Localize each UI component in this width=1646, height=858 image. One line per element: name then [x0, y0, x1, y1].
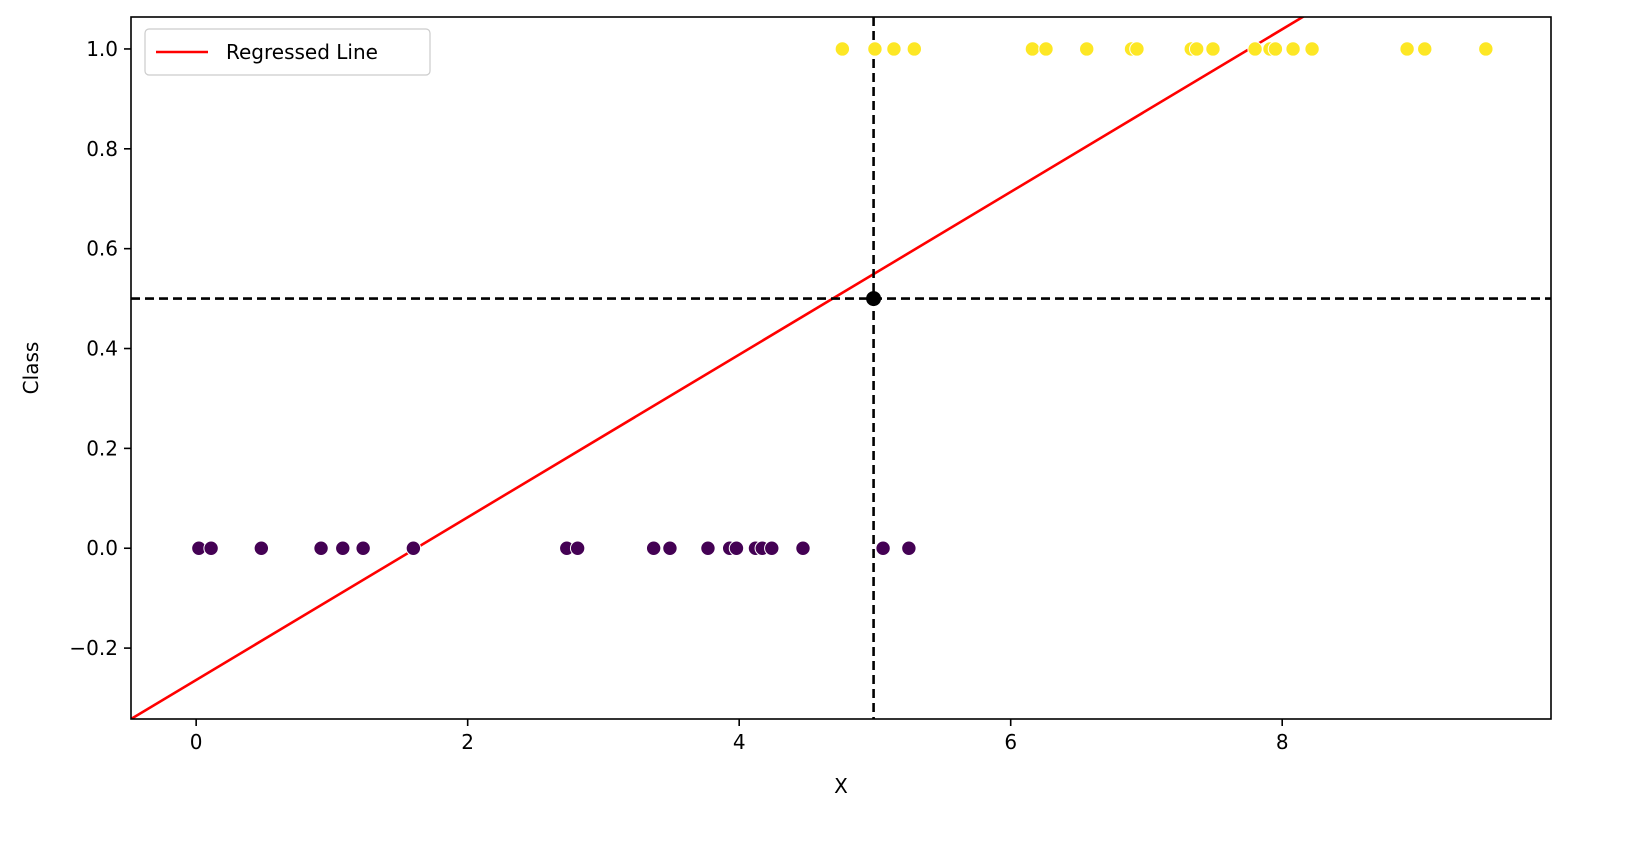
legend: Regressed Line — [144, 28, 431, 76]
x-axis: 0 2 4 6 8 — [190, 719, 1289, 754]
scatter-point-class-1 — [1038, 41, 1054, 57]
plot-frame — [130, 16, 1552, 720]
scatter-point-class-0 — [645, 540, 662, 556]
scatter-point-class-1 — [1304, 41, 1320, 57]
scatter-point-class-1 — [906, 41, 923, 57]
scatter-point-class-0 — [875, 540, 891, 556]
scatter-point-class-0 — [728, 540, 745, 556]
y-tick-label: 0.0 — [86, 536, 118, 560]
x-tick-label: 4 — [733, 730, 746, 754]
x-tick-label: 0 — [190, 730, 203, 754]
scatter-point-class-0 — [901, 540, 917, 556]
y-tick-label: −0.2 — [69, 636, 118, 660]
scatter-point-class-1 — [1478, 41, 1494, 57]
y-tick-label: 0.2 — [86, 436, 118, 460]
scatter-point-class-0 — [795, 540, 811, 556]
x-tick-label: 8 — [1276, 730, 1289, 754]
y-tick-label: 0.8 — [86, 137, 118, 161]
scatter-point-class-1 — [1129, 41, 1145, 57]
scatter-point-class-0 — [203, 540, 219, 556]
scatter-point-class-1 — [867, 41, 883, 57]
x-tick-label: 6 — [1004, 730, 1017, 754]
x-axis-label: X — [834, 774, 848, 798]
scatter-point-class-0 — [662, 540, 678, 556]
y-axis: −0.2 0.0 0.2 0.4 0.6 0.8 1.0 — [69, 37, 131, 660]
scatter-point-class-0 — [313, 540, 329, 556]
scatter-point-class-1 — [1024, 41, 1041, 57]
scatter-point-class-1 — [1188, 41, 1205, 57]
intersection-point — [866, 291, 882, 307]
legend-label-regressed-line: Regressed Line — [226, 40, 378, 64]
legend-box — [144, 28, 431, 76]
scatter-point-class-1 — [1079, 41, 1095, 57]
scatter-point-class-0 — [335, 540, 351, 556]
scatter-point-class-1 — [1399, 41, 1415, 57]
y-tick-label: 0.6 — [86, 237, 118, 261]
scatter-point-class-1 — [1267, 41, 1284, 57]
scatter-point-class-0 — [253, 540, 270, 556]
scatter-point-class-1 — [834, 41, 851, 57]
y-tick-label: 1.0 — [86, 37, 118, 61]
scatter-point-class-1 — [1417, 41, 1433, 57]
scatter-point-class-0 — [700, 540, 716, 556]
scatter-point-class-0 — [405, 540, 422, 556]
y-axis-label: Class — [19, 342, 43, 395]
plot-area — [131, 17, 1551, 719]
scatter-point-class-0 — [569, 540, 586, 556]
y-tick-label: 0.4 — [86, 337, 118, 361]
scatter-point-class-1 — [886, 41, 902, 57]
scatter-point-class-0 — [355, 540, 371, 556]
x-tick-label: 2 — [461, 730, 474, 754]
scatter-point-class-1 — [1285, 41, 1301, 57]
scatter-point-class-0 — [764, 540, 780, 556]
regressed-line — [131, 17, 1306, 719]
scatter-point-class-1 — [1205, 41, 1221, 57]
scatter-point-class-1 — [1247, 41, 1263, 57]
